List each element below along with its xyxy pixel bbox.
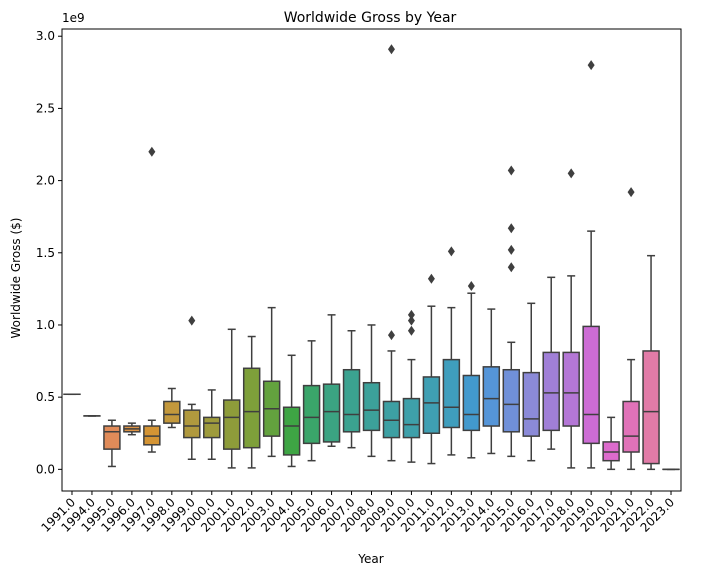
box-2004.0 <box>282 354 301 468</box>
box-body <box>362 381 381 432</box>
outlier-point <box>407 315 415 326</box>
x-axis-ticks: 1991.01994.01995.01996.01997.01998.01999… <box>39 491 677 535</box>
box-body <box>402 397 421 439</box>
box-body <box>302 384 321 445</box>
box-body <box>203 416 221 439</box>
box-2001.0 <box>222 328 241 469</box>
y-tick-label: 3.0 <box>36 29 55 43</box>
box-2008.0 <box>362 324 381 458</box>
plot-area <box>63 44 680 471</box>
outlier-point <box>148 146 156 157</box>
box-2012.0 <box>442 246 461 456</box>
box-2014.0 <box>482 308 501 455</box>
y-axis-label: Worldwide Gross ($) <box>9 218 23 339</box>
box-body <box>322 383 341 443</box>
y-tick-label: 0.5 <box>36 390 55 404</box>
outlier-point <box>188 315 196 326</box>
box-1996.0 <box>123 422 141 436</box>
box-2009.0 <box>382 44 401 462</box>
box-2003.0 <box>262 306 281 458</box>
y-axis-ticks: 0.0 0.5 1.0 1.5 2.0 2.5 3.0 <box>36 29 62 476</box>
box-2022.0 <box>642 254 660 471</box>
outlier-point <box>467 280 475 291</box>
y-tick-label: 2.5 <box>36 101 55 115</box>
outlier-point <box>407 309 415 320</box>
x-axis-label: Year <box>357 552 383 566</box>
outlier-point <box>387 44 395 55</box>
box-2005.0 <box>302 340 321 462</box>
box-1995.0 <box>103 419 121 468</box>
box-2017.0 <box>542 276 560 450</box>
box-1999.0 <box>183 315 201 460</box>
outlier-point <box>447 246 455 257</box>
box-body <box>642 350 660 465</box>
y-tick-label: 0.0 <box>36 462 55 476</box>
box-2006.0 <box>322 314 341 447</box>
box-2015.0 <box>502 165 521 458</box>
box-body <box>103 425 121 450</box>
outlier-point <box>427 273 435 284</box>
outlier-point <box>627 187 635 198</box>
box-body <box>163 400 181 424</box>
box-2000.0 <box>203 389 221 460</box>
box-2019.0 <box>582 60 600 469</box>
box-body <box>342 368 361 433</box>
outlier-point <box>507 223 515 234</box>
box-body <box>222 399 241 450</box>
outlier-point <box>407 325 415 336</box>
box-2013.0 <box>462 280 481 459</box>
box-body <box>582 325 600 445</box>
box-body <box>422 376 441 435</box>
box-2021.0 <box>622 187 640 471</box>
box-1998.0 <box>163 387 181 429</box>
outlier-point <box>587 60 595 71</box>
outlier-point <box>567 168 575 179</box>
box-2011.0 <box>422 273 441 465</box>
box-2020.0 <box>602 416 620 471</box>
box-1997.0 <box>143 146 161 453</box>
outlier-point <box>507 165 515 176</box>
box-body <box>462 374 481 432</box>
box-body <box>242 367 261 449</box>
box-2010.0 <box>402 309 421 463</box>
box-body <box>562 351 580 427</box>
box-2016.0 <box>522 302 540 462</box>
outlier-point <box>507 244 515 255</box>
box-body <box>542 351 560 432</box>
box-body <box>183 409 201 439</box>
outlier-point <box>387 330 395 341</box>
box-body <box>622 400 640 453</box>
box-2002.0 <box>242 335 261 469</box>
box-body <box>502 368 521 433</box>
box-body <box>282 406 301 456</box>
box-body <box>522 371 540 437</box>
chart-title: Worldwide Gross by Year <box>284 10 457 26</box>
box-body <box>482 366 501 427</box>
outlier-point <box>507 262 515 273</box>
box-body <box>442 358 461 429</box>
box-2018.0 <box>562 168 580 469</box>
y-tick-label: 2.0 <box>36 174 55 188</box>
y-tick-label: 1.5 <box>36 246 55 260</box>
y-tick-label: 1.0 <box>36 318 55 332</box>
box-2007.0 <box>342 329 361 449</box>
y-offset-label: 1e9 <box>62 11 85 25</box>
